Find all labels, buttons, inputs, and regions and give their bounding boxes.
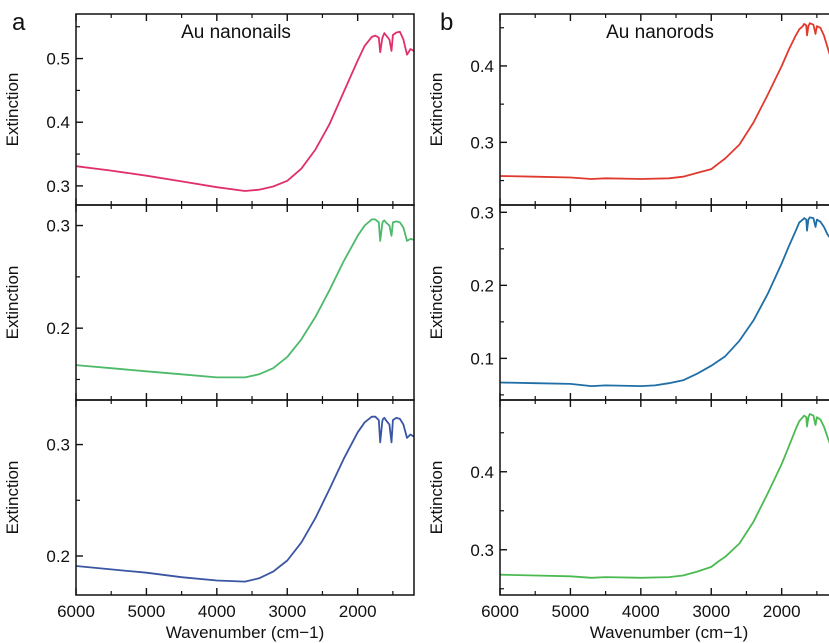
y-tick-label: 0.3: [46, 177, 70, 196]
series-line: [500, 22, 829, 180]
series-line: [76, 218, 414, 379]
x-axis-title: Wavenumber (cm−1): [166, 623, 325, 642]
y-tick-label: 0.3: [46, 436, 70, 455]
chart-a-0: 0.3 0.4 0.5 Extinction Au nanonails: [3, 13, 415, 206]
y-tick-label: 0.2: [46, 319, 70, 338]
x-tick-label: 4000: [198, 602, 236, 621]
x-tick-label: 2000: [763, 602, 801, 621]
series-line: [76, 415, 414, 583]
y-tick-label: 0.4: [46, 113, 70, 132]
panel-letter-b: b: [440, 9, 453, 36]
x-tick-label: 6000: [57, 602, 95, 621]
y-tick-label: 0.4: [470, 463, 494, 482]
x-tick-label: 6000: [481, 602, 519, 621]
y-axis-title: Extinction: [3, 461, 22, 535]
x-tick-label: 5000: [552, 602, 590, 621]
y-axis-title: Extinction: [427, 461, 446, 535]
y-axis-title: Extinction: [427, 73, 446, 147]
y-tick-label: 0.3: [470, 133, 494, 152]
plot-frame: [499, 399, 829, 596]
y-tick-label: 0.1: [470, 349, 494, 368]
x-tick-label: 3000: [268, 602, 306, 621]
chart-b-1: 0.1 0.2 0.3 Extinction: [427, 203, 829, 401]
chart-b-2: 6000 5000 4000 3000 2000 Wavenumber (cm−1) 0.3…: [427, 399, 829, 642]
y-tick-label: 0.3: [470, 203, 494, 222]
y-axis-title: Extinction: [3, 266, 22, 340]
chart-a-1: 0.2 0.3 Extinction: [3, 204, 415, 401]
plot-frame: [75, 204, 415, 401]
panel-title: Au nanonails: [181, 22, 291, 43]
y-axis-title: Extinction: [427, 266, 446, 340]
y-axis-title: Extinction: [3, 73, 22, 147]
x-axis-title: Wavenumber (cm−1): [590, 623, 749, 642]
y-tick-label: 0.5: [46, 50, 70, 69]
y-tick-label: 0.3: [46, 217, 70, 236]
y-tick-label: 0.2: [46, 547, 70, 566]
series-line: [500, 413, 829, 579]
series-line: [500, 216, 829, 387]
y-tick-label: 0.3: [470, 541, 494, 560]
plot-frame: [499, 204, 829, 401]
x-tick-label: 5000: [128, 602, 166, 621]
panel-letter-a: a: [12, 9, 26, 36]
chart-a-2: 6000 5000 4000 3000 2000 Wavenumber (cm−1) 0.2…: [3, 399, 415, 642]
plot-frame: [75, 399, 415, 596]
y-tick-label: 0.4: [470, 57, 494, 76]
panel-title: Au nanorods: [606, 22, 714, 43]
chart-b-0: 0.3 0.4 Extinction Au nanorods: [427, 13, 829, 206]
x-tick-label: 3000: [692, 602, 730, 621]
x-tick-label: 2000: [339, 602, 377, 621]
series-line: [76, 30, 414, 192]
x-tick-label: 4000: [622, 602, 660, 621]
y-tick-label: 0.2: [470, 276, 494, 295]
